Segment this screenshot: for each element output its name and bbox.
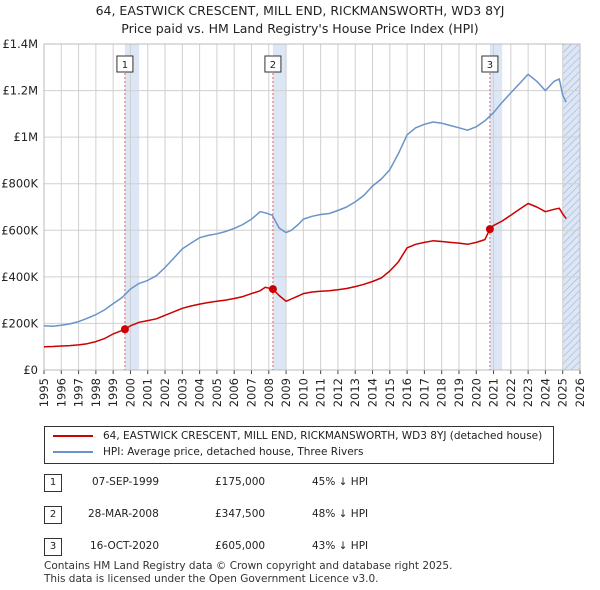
sale-label-box [116, 55, 134, 73]
x-tick-label: 2013 [348, 378, 362, 407]
shaded-range [272, 44, 287, 370]
x-tick-label: 2023 [521, 378, 535, 407]
chart-legend: 64, EASTWICK CRESCENT, MILL END, RICKMAN… [44, 426, 554, 464]
y-tick-label: £200K [1, 316, 38, 330]
x-tick-label: 1998 [89, 378, 103, 407]
x-tick-label: 1996 [54, 378, 68, 407]
chart-title: 64, EASTWICK CRESCENT, MILL END, RICKMAN… [95, 3, 505, 18]
x-tick-label: 2024 [538, 378, 552, 407]
x-tick-label: 2022 [504, 378, 518, 407]
x-tick-label: 2016 [400, 378, 414, 407]
legend-item-hpi: HPI: Average price, detached house, Thre… [53, 446, 363, 462]
x-tick-label: 2026 [573, 378, 587, 407]
x-tick-label: 2000 [123, 378, 137, 407]
x-tick-label: 2020 [469, 378, 483, 407]
transaction-date: 16-OCT-2020 [90, 540, 159, 552]
sale-label-box [264, 55, 282, 73]
sale-point [120, 325, 129, 334]
transaction-row: 2 28-MAR-2008 £347,500 48% ↓ HPI [44, 506, 564, 526]
x-tick-label: 2014 [366, 378, 380, 407]
sale-label-box [481, 55, 499, 73]
x-tick-label: 2001 [141, 378, 155, 407]
chart-subtitle: Price paid vs. HM Land Registry's House … [121, 21, 479, 36]
x-tick-label: 1997 [72, 378, 86, 407]
sale-point [268, 285, 277, 294]
footer-licence: This data is licensed under the Open Gov… [44, 573, 379, 585]
x-tick-label: 2010 [296, 378, 310, 407]
shaded-range [124, 44, 140, 370]
x-tick-label: 2005 [210, 378, 224, 407]
x-tick-label: 2025 [556, 378, 570, 407]
transaction-number: 2 [44, 506, 62, 524]
sale-point [485, 225, 494, 234]
transaction-hpi: 43% ↓ HPI [312, 540, 369, 552]
x-tick-label: 2021 [487, 378, 501, 407]
y-tick-label: £0 [23, 363, 38, 377]
sale-label: 1 [122, 60, 128, 71]
transaction-price: £347,500 [215, 508, 266, 520]
x-tick-label: 2004 [193, 378, 207, 407]
x-tick-label: 2006 [227, 378, 241, 407]
x-tick-label: 2008 [262, 378, 276, 407]
transaction-price: £605,000 [215, 540, 266, 552]
transaction-date: 07-SEP-1999 [92, 476, 160, 488]
transaction-date: 28-MAR-2008 [88, 508, 159, 520]
forecast-hatch [562, 44, 580, 370]
x-tick-label: 2003 [175, 378, 189, 407]
x-tick-label: 2009 [279, 378, 293, 407]
sale-label: 2 [270, 60, 276, 71]
y-tick-label: £1.4M [2, 37, 38, 51]
x-tick-label: 2002 [158, 378, 172, 407]
price-paid-line [43, 202, 567, 348]
transaction-number: 1 [44, 474, 62, 492]
x-tick-label: 2019 [452, 378, 466, 407]
x-tick-label: 1999 [106, 378, 120, 407]
legend-swatch-price [53, 435, 93, 437]
plot-frame [43, 43, 581, 371]
x-tick-label: 2007 [244, 378, 258, 407]
x-tick-label: 2011 [314, 378, 328, 407]
sale-label: 3 [487, 60, 493, 71]
hpi-line [43, 73, 567, 327]
transaction-hpi: 45% ↓ HPI [312, 476, 369, 488]
y-tick-label: £600K [1, 223, 38, 237]
legend-label-hpi: HPI: Average price, detached house, Thre… [103, 446, 364, 458]
x-tick-label: 2017 [417, 378, 431, 407]
legend-item-price: 64, EASTWICK CRESCENT, MILL END, RICKMAN… [53, 430, 542, 446]
x-tick-label: 2012 [331, 378, 345, 407]
transaction-row: 3 16-OCT-2020 £605,000 43% ↓ HPI [44, 538, 564, 558]
transaction-row: 1 07-SEP-1999 £175,000 45% ↓ HPI [44, 474, 564, 494]
y-tick-label: £1.2M [2, 84, 38, 98]
legend-label-price: 64, EASTWICK CRESCENT, MILL END, RICKMAN… [103, 430, 543, 442]
footer-copyright: Contains HM Land Registry data © Crown c… [44, 560, 453, 572]
legend-swatch-hpi [53, 451, 93, 453]
y-tick-label: £400K [1, 270, 38, 284]
x-tick-label: 1995 [37, 378, 51, 407]
shaded-range [489, 44, 503, 370]
transaction-number: 3 [44, 538, 62, 556]
y-tick-label: £1M [13, 130, 38, 144]
transaction-hpi: 48% ↓ HPI [312, 508, 369, 520]
transaction-price: £175,000 [215, 476, 266, 488]
x-tick-label: 2018 [435, 378, 449, 407]
y-tick-label: £800K [1, 177, 38, 191]
x-tick-label: 2015 [383, 378, 397, 407]
